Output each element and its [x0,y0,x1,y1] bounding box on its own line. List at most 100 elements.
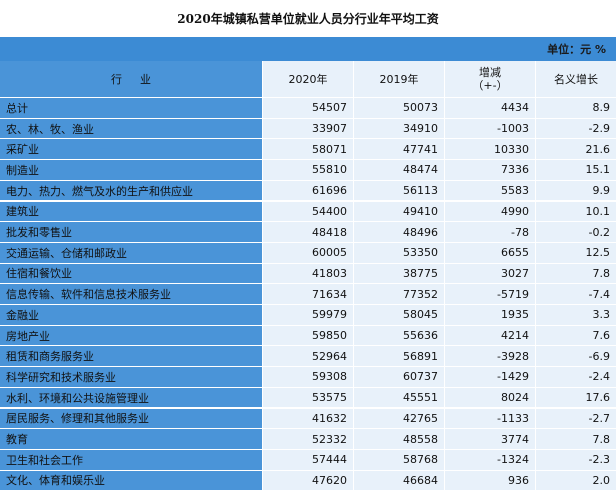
industry-name: 交通运输、仓储和邮政业 [0,241,262,263]
header-change-sub: （+-） [472,79,508,92]
table-row: 建筑业 54400 49410 4990 10.1 [0,200,616,222]
value-2019: 58045 [354,304,444,325]
value-2019: 50073 [354,97,444,118]
value-2020: 41632 [263,407,353,429]
value-2019: 47741 [354,138,444,160]
value-change: 3774 [445,428,535,449]
value-2020: 52332 [263,428,353,449]
value-nominal-growth: -2.4 [536,366,616,387]
value-2019: 58768 [354,448,444,470]
value-2020: 71634 [263,283,353,304]
value-change: -1429 [445,366,535,387]
unit-label-bar: 单位：元 % [0,37,616,61]
value-nominal-growth: 7.8 [536,428,616,449]
value-change: 4434 [445,97,535,118]
value-nominal-growth: 21.6 [536,138,616,160]
industry-name: 金融业 [0,304,262,325]
industry-name: 房地产业 [0,324,262,346]
table-row: 交通运输、仓储和邮政业 60005 53350 6655 12.5 [0,241,616,263]
value-2019: 56891 [354,345,444,367]
table-row: 租赁和商务服务业 52964 56891 -3928 -6.9 [0,345,616,367]
value-2019: 49410 [354,200,444,222]
value-change: 4990 [445,200,535,222]
value-2019: 77352 [354,283,444,304]
value-nominal-growth: 9.9 [536,179,616,201]
value-2019: 45551 [354,386,444,408]
value-2019: 56113 [354,179,444,201]
table-row: 总计 54507 50073 4434 8.9 [0,97,616,118]
value-2020: 48418 [263,221,353,242]
value-2019: 48558 [354,428,444,449]
value-nominal-growth: 3.3 [536,304,616,325]
header-industry: 行业 [0,61,262,97]
value-change: 6655 [445,241,535,263]
value-2020: 61696 [263,179,353,201]
table-header-row: 行业 2020年 2019年 增减 （+-） 名义增长 [0,61,616,97]
industry-name: 住宿和餐饮业 [0,262,262,284]
value-2020: 33907 [263,117,353,139]
table-row: 住宿和餐饮业 41803 38775 3027 7.8 [0,262,616,284]
value-2020: 54507 [263,97,353,118]
industry-name: 教育 [0,428,262,449]
table-title: 2020年城镇私营单位就业人员分行业年平均工资 [0,0,616,37]
table-row: 信息传输、软件和信息技术服务业 71634 77352 -5719 -7.4 [0,283,616,304]
industry-name: 租赁和商务服务业 [0,345,262,367]
industry-name: 科学研究和技术服务业 [0,366,262,387]
value-2019: 53350 [354,241,444,263]
value-change: 8024 [445,386,535,408]
value-nominal-growth: -6.9 [536,345,616,367]
value-change: -1133 [445,407,535,429]
header-nominal-growth: 名义增长 [536,61,616,97]
value-change: -1324 [445,448,535,470]
value-2019: 42765 [354,407,444,429]
value-2019: 55636 [354,324,444,346]
value-change: 5583 [445,179,535,201]
industry-name: 建筑业 [0,200,262,222]
value-2019: 38775 [354,262,444,284]
value-change: 936 [445,469,535,491]
value-change: 10330 [445,138,535,160]
value-2019: 46684 [354,469,444,491]
value-2020: 60005 [263,241,353,263]
table-row: 文化、体育和娱乐业 47620 46684 936 2.0 [0,469,616,491]
industry-name: 居民服务、修理和其他服务业 [0,407,262,429]
table-row: 农、林、牧、渔业 33907 34910 -1003 -2.9 [0,117,616,139]
table-row: 电力、热力、燃气及水的生产和供应业 61696 56113 5583 9.9 [0,179,616,201]
value-nominal-growth: 8.9 [536,97,616,118]
value-2020: 54400 [263,200,353,222]
industry-name: 采矿业 [0,138,262,160]
value-change: -3928 [445,345,535,367]
table-row: 科学研究和技术服务业 59308 60737 -1429 -2.4 [0,366,616,387]
value-2020: 58071 [263,138,353,160]
table-row: 水利、环境和公共设施管理业 53575 45551 8024 17.6 [0,386,616,408]
value-nominal-growth: 10.1 [536,200,616,222]
industry-name: 卫生和社会工作 [0,448,262,470]
header-change-label: 增减 [479,66,501,79]
value-nominal-growth: -2.9 [536,117,616,139]
value-nominal-growth: 2.0 [536,469,616,491]
value-2020: 59850 [263,324,353,346]
value-change: 3027 [445,262,535,284]
industry-name: 制造业 [0,159,262,180]
header-2020: 2020年 [263,61,353,97]
value-2020: 59979 [263,304,353,325]
industry-name: 水利、环境和公共设施管理业 [0,386,262,408]
value-change: -1003 [445,117,535,139]
value-2019: 48496 [354,221,444,242]
header-change: 增减 （+-） [445,61,535,97]
value-2019: 34910 [354,117,444,139]
table-row: 制造业 55810 48474 7336 15.1 [0,159,616,180]
value-change: 7336 [445,159,535,180]
header-2019: 2019年 [354,61,444,97]
industry-name: 信息传输、软件和信息技术服务业 [0,283,262,304]
industry-name: 总计 [0,97,262,118]
value-nominal-growth: 7.8 [536,262,616,284]
value-2020: 53575 [263,386,353,408]
value-nominal-growth: -7.4 [536,283,616,304]
value-nominal-growth: -2.7 [536,407,616,429]
value-change: 1935 [445,304,535,325]
value-2019: 48474 [354,159,444,180]
table-row: 房地产业 59850 55636 4214 7.6 [0,324,616,346]
table-row: 居民服务、修理和其他服务业 41632 42765 -1133 -2.7 [0,407,616,429]
